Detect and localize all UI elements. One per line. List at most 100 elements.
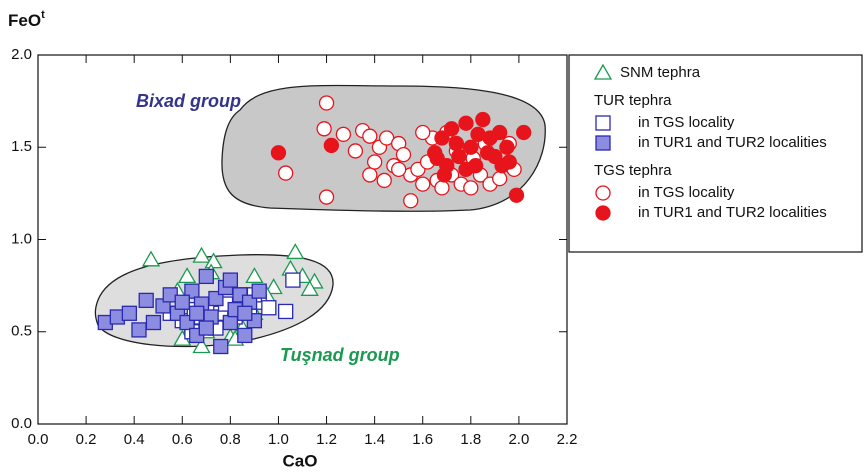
point <box>516 124 532 141</box>
point <box>286 243 305 260</box>
x-tick-label: 2.2 <box>557 431 578 448</box>
point <box>347 143 364 159</box>
point <box>237 305 253 321</box>
point <box>492 124 508 141</box>
point <box>251 283 267 299</box>
point <box>222 314 239 331</box>
point <box>177 267 197 284</box>
x-tick-label: 1.8 <box>460 431 481 448</box>
point <box>323 137 340 154</box>
point <box>475 111 491 128</box>
point <box>141 250 161 267</box>
legend-box <box>568 54 863 253</box>
legend-label: SNM tephra <box>620 64 701 81</box>
point <box>492 170 508 187</box>
point <box>316 121 332 137</box>
x-tick-label: 1.2 <box>316 431 337 448</box>
point <box>434 130 450 146</box>
y-tick-label: 1.5 <box>11 138 32 155</box>
point <box>145 314 162 331</box>
y-tick-label: 0.5 <box>11 323 32 340</box>
x-tick-label: 1.4 <box>364 431 385 448</box>
point <box>270 145 287 161</box>
point <box>463 180 479 196</box>
annotation: Bixad group <box>136 91 241 111</box>
y-tick-label: 1.0 <box>11 230 32 247</box>
point <box>501 154 517 170</box>
point <box>499 139 515 155</box>
point <box>458 115 474 131</box>
point <box>138 292 154 309</box>
point <box>463 139 479 155</box>
x-axis-label: CaO <box>283 451 318 470</box>
point <box>362 167 378 183</box>
legend-group: TUR tephra <box>594 92 672 109</box>
point <box>318 189 335 205</box>
point <box>278 165 294 181</box>
point <box>451 148 467 165</box>
point <box>443 121 460 137</box>
point <box>403 193 419 209</box>
x-tick-label: 0.6 <box>172 431 193 448</box>
point <box>508 187 525 203</box>
point <box>237 327 253 344</box>
point <box>318 95 335 111</box>
point <box>285 272 301 288</box>
point <box>429 150 445 166</box>
point <box>192 337 211 354</box>
y-axis-label-sup: t <box>41 9 45 21</box>
legend-marker <box>595 205 611 221</box>
point <box>415 124 431 141</box>
y-tick-label: 0.0 <box>11 415 32 432</box>
point <box>131 322 147 338</box>
x-tick-label: 2.0 <box>508 431 529 448</box>
legend-label: in TUR1 and TUR2 localities <box>638 134 827 151</box>
x-tick-label: 0.2 <box>76 431 97 448</box>
legend-label: in TGS locality <box>638 184 735 201</box>
point <box>174 294 190 310</box>
point <box>300 280 319 296</box>
x-tick-label: 1.6 <box>412 431 433 448</box>
point <box>261 300 277 316</box>
point <box>222 272 239 288</box>
y-axis-label: FeOt <box>8 9 45 31</box>
legend-marker <box>595 115 611 131</box>
point <box>448 135 465 152</box>
point <box>470 126 486 142</box>
point <box>192 246 211 263</box>
point <box>121 305 138 321</box>
point <box>213 338 229 355</box>
point <box>376 172 392 189</box>
legend-marker <box>593 63 613 80</box>
y-tick-label: 2.0 <box>11 46 32 63</box>
point <box>278 303 294 320</box>
legend-label: in TUR1 and TUR2 localities <box>638 204 827 221</box>
x-tick-label: 1.0 <box>268 431 289 448</box>
point <box>436 167 453 183</box>
legend-group: TGS tephra <box>594 162 672 179</box>
point <box>391 161 407 178</box>
point <box>198 320 214 336</box>
legend-label: in TGS locality <box>638 114 735 131</box>
x-tick-label: 0.8 <box>220 431 241 448</box>
point <box>458 161 474 178</box>
legend-marker <box>595 135 611 151</box>
point <box>335 126 352 142</box>
point <box>245 267 264 284</box>
point <box>415 176 431 192</box>
point <box>362 128 378 144</box>
point <box>479 145 496 161</box>
x-tick-label: 0.4 <box>124 431 145 448</box>
y-axis-label-main: FeO <box>8 11 41 30</box>
point <box>189 305 205 321</box>
legend-marker <box>595 185 611 201</box>
point <box>264 278 283 295</box>
annotation: Tuşnad group <box>280 345 400 365</box>
point <box>434 180 450 196</box>
point <box>395 146 412 163</box>
point <box>198 268 214 285</box>
x-tick-label: 0.0 <box>28 431 49 448</box>
point <box>366 154 383 170</box>
